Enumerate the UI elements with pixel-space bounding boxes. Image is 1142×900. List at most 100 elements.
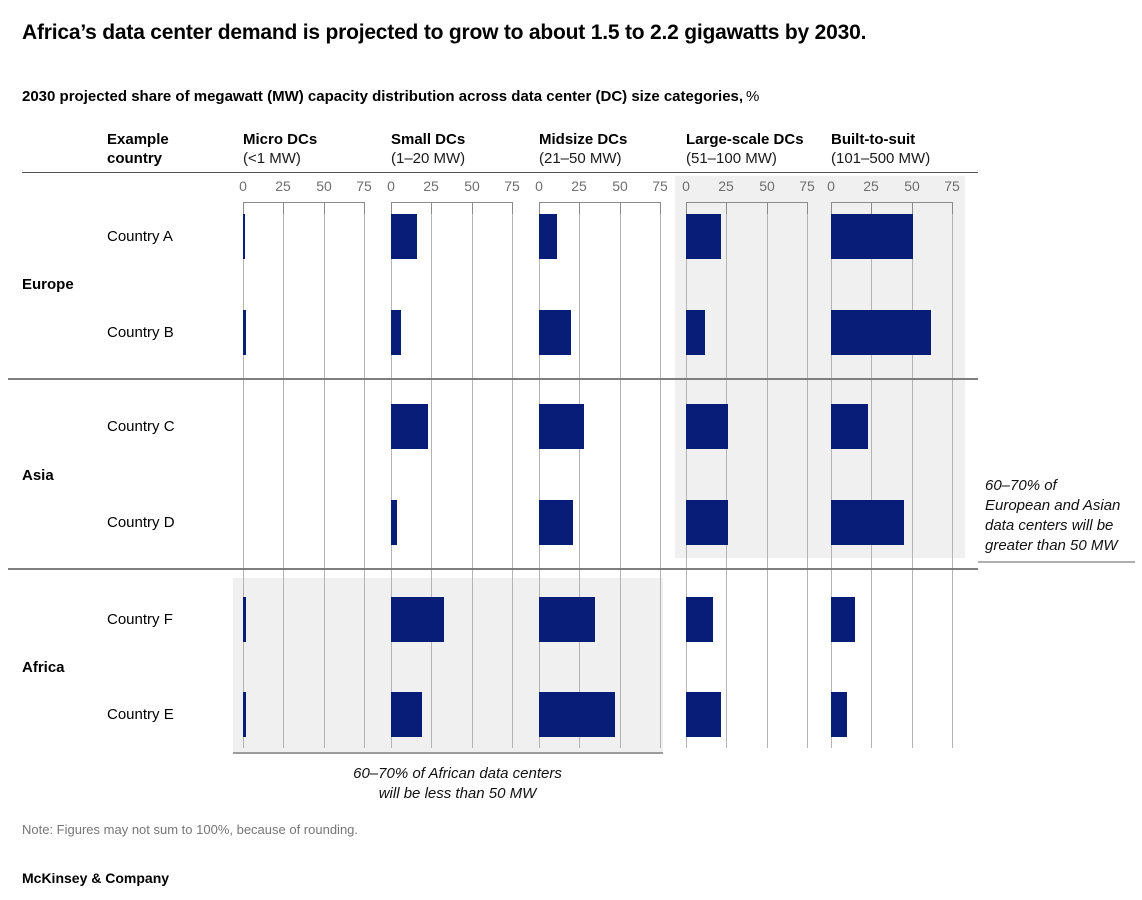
column-header-range: (1–20 MW) [391, 150, 466, 167]
country-label: Country E [107, 706, 174, 723]
axis-tick-label: 25 [275, 178, 291, 194]
annotation-line: will be less than 50 MW [378, 785, 537, 802]
annotation-bottom: 60–70% of African data centers will be le… [270, 764, 645, 804]
column-header-range: (51–100 MW) [686, 150, 777, 167]
axis-line [686, 202, 808, 203]
bar [686, 500, 728, 545]
gridline [660, 202, 661, 748]
gridline [431, 202, 432, 748]
gridline [324, 202, 325, 748]
axis-tick-label: 25 [571, 178, 587, 194]
axis-tick-label: 50 [464, 178, 480, 194]
region-label: Asia [22, 467, 54, 484]
axis-tick [660, 202, 661, 214]
axis-tick-label: 0 [387, 178, 395, 194]
mckinsey-logo-text: McKinsey & Company [22, 870, 170, 886]
gridline [391, 202, 392, 748]
axis-tick [431, 202, 432, 214]
bar [831, 692, 848, 737]
bar [831, 214, 914, 259]
axis-tick [620, 202, 621, 214]
bar [539, 692, 615, 737]
bar [243, 214, 245, 259]
column-header-name: Large-scale DCs [686, 131, 804, 148]
footnote: Note: Figures may not sum to 100%, becau… [22, 822, 359, 837]
column-header-name: Micro DCs [243, 131, 318, 148]
gridline [472, 202, 473, 748]
gridline [912, 202, 913, 748]
axis-tick-label: 50 [759, 178, 775, 194]
gridline [831, 202, 832, 748]
region-divider-europe-asia [8, 378, 978, 380]
subtitle-text: 2030 projected share of megawatt (MW) ca… [22, 88, 744, 105]
axis-tick [512, 202, 513, 214]
bar [831, 597, 856, 642]
axis-tick-label: 75 [652, 178, 668, 194]
bar [686, 310, 706, 355]
bar [539, 500, 573, 545]
axis-tick [686, 202, 687, 214]
region-label: Europe [22, 276, 74, 293]
axis-tick-label: 0 [827, 178, 835, 194]
axis-tick-label: 0 [535, 178, 543, 194]
bar [686, 597, 714, 642]
axis-tick-label: 75 [799, 178, 815, 194]
axis-tick-label: 25 [423, 178, 439, 194]
axis-tick [579, 202, 580, 214]
axis-tick [472, 202, 473, 214]
bar [391, 500, 398, 545]
axis-line [391, 202, 513, 203]
column-header-range: (<1 MW) [243, 150, 301, 167]
axis-tick-label: 75 [944, 178, 960, 194]
bar [539, 404, 585, 449]
country-label: Country D [107, 514, 175, 531]
bar [539, 214, 557, 259]
axis-tick [539, 202, 540, 214]
axis-tick [283, 202, 284, 214]
annotation-line: European and Asian [985, 497, 1121, 514]
bar [539, 597, 596, 642]
axis-tick [324, 202, 325, 214]
bar [686, 404, 728, 449]
country-label: Country C [107, 418, 175, 435]
axis-tick [364, 202, 365, 214]
gridline [579, 202, 580, 748]
bar [831, 310, 932, 355]
exhibit-subtitle: 2030 projected share of megawatt (MW) ca… [22, 88, 1122, 105]
axis-tick [952, 202, 953, 214]
gridline [539, 202, 540, 748]
annotation-line: data centers will be [985, 517, 1114, 534]
axis-tick [871, 202, 872, 214]
axis-line [831, 202, 953, 203]
gridline [512, 202, 513, 748]
annotation-line: 60–70% of African data centers [353, 765, 562, 782]
region-divider-asia-africa [8, 568, 978, 570]
axis-tick-label: 0 [682, 178, 690, 194]
gridline [726, 202, 727, 748]
annotation-underline [978, 561, 1135, 563]
bar [243, 692, 247, 737]
bar [831, 500, 904, 545]
highlight-panel-europe-asia [675, 176, 965, 558]
country-label: Country B [107, 324, 174, 341]
annotation-right: 60–70% of European and Asian data centers … [985, 476, 1142, 556]
gridline [283, 202, 284, 748]
country-label: Country A [107, 228, 173, 245]
gridline [807, 202, 808, 748]
column-header-range: (21–50 MW) [539, 150, 622, 167]
gridline [952, 202, 953, 748]
axis-tick [807, 202, 808, 214]
axis-tick-label: 75 [356, 178, 372, 194]
gridline [767, 202, 768, 748]
column-header-name: Midsize DCs [539, 131, 628, 148]
bar [539, 310, 572, 355]
column-header-name: Built-to-suit [831, 131, 916, 148]
axis-tick-label: 25 [718, 178, 734, 194]
gridline [686, 202, 687, 748]
exhibit-title: Africa’s data center demand is projected… [22, 21, 867, 44]
bar [243, 310, 247, 355]
axis-tick-label: 50 [904, 178, 920, 194]
bar [686, 692, 722, 737]
row-header-example-country: Example country [107, 131, 169, 167]
